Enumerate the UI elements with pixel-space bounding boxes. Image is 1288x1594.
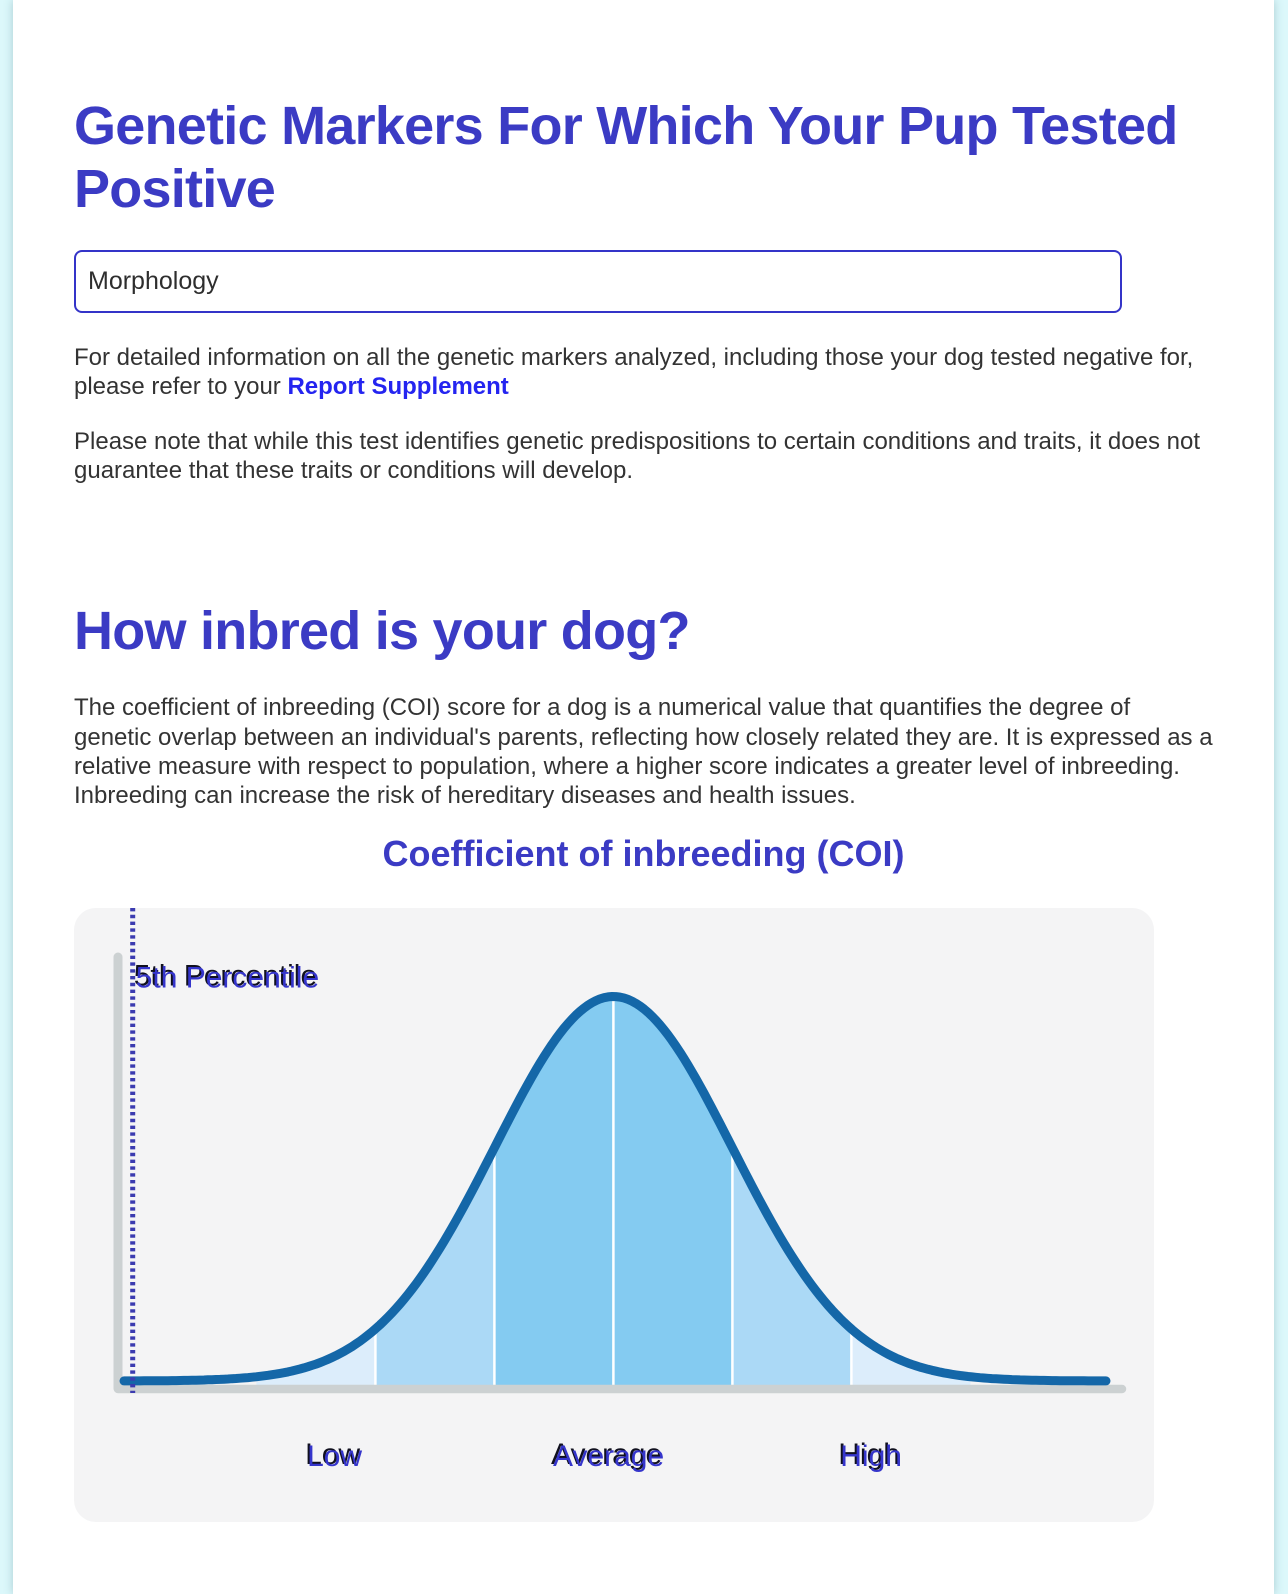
svg-text:Average: Average bbox=[553, 1440, 664, 1473]
svg-text:5th Percentile: 5th Percentile bbox=[133, 959, 316, 992]
svg-text:Low: Low bbox=[305, 1438, 360, 1471]
svg-text:Low: Low bbox=[307, 1440, 362, 1473]
svg-text:5th Percentile: 5th Percentile bbox=[135, 961, 318, 994]
svg-text:High: High bbox=[838, 1438, 900, 1471]
svg-text:High: High bbox=[840, 1440, 902, 1473]
svg-text:Average: Average bbox=[551, 1438, 662, 1471]
